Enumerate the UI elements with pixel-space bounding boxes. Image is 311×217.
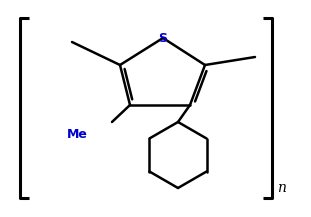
Text: n: n	[277, 181, 286, 195]
Text: Me: Me	[67, 128, 88, 141]
Text: S: S	[159, 31, 168, 44]
